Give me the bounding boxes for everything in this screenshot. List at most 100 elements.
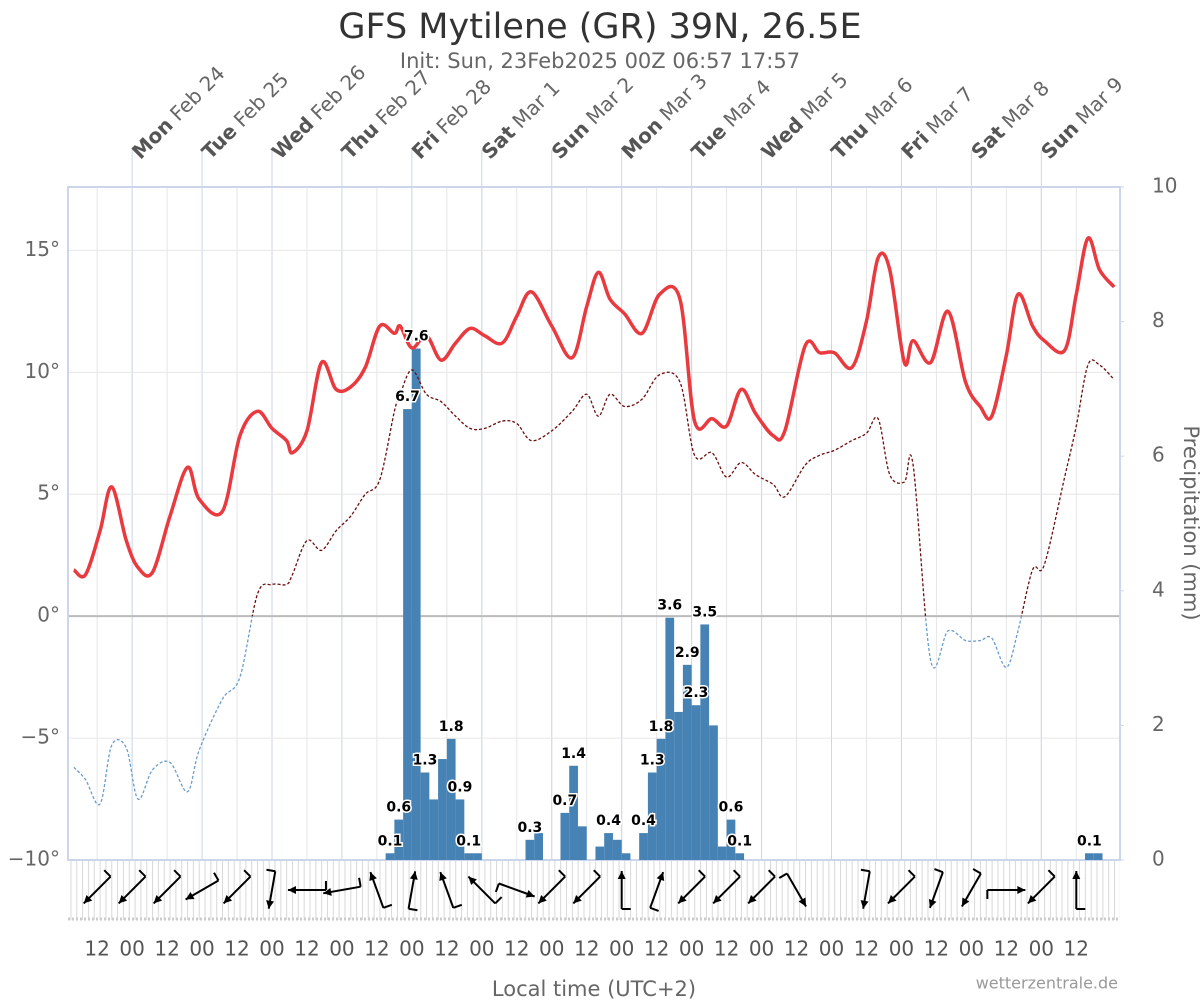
precip-bar — [403, 409, 412, 860]
wind-arrow — [467, 875, 503, 905]
x-tick-label: 12 — [504, 937, 529, 961]
x-tick-label: 12 — [434, 937, 459, 961]
wind-arrow — [152, 869, 182, 905]
wind-head — [678, 894, 687, 904]
wind-head — [573, 894, 582, 904]
x-tick-label: 12 — [994, 937, 1019, 961]
precip-label: 0.1 — [378, 833, 403, 849]
x-tick-label: 12 — [1064, 937, 1089, 961]
wind-barb — [408, 907, 418, 912]
precip-label: 3.5 — [692, 604, 717, 620]
wind-arrow — [117, 869, 147, 905]
precip-bar — [665, 617, 675, 860]
wind-barb — [138, 869, 147, 878]
precip-label: 0.6 — [386, 800, 411, 816]
y2-tick-label: 0 — [1152, 847, 1165, 871]
x-tick-label: 12 — [924, 937, 949, 961]
y2-axis-title: Precipitation (mm) — [1179, 425, 1200, 620]
wind-head — [409, 871, 418, 880]
wind-arrow — [537, 869, 566, 905]
wind-head — [888, 894, 897, 904]
wind-head — [748, 894, 757, 904]
wind-barb — [452, 903, 463, 909]
wind-arrow — [961, 868, 982, 907]
wind-arrow — [439, 871, 463, 909]
wind-arrow — [986, 886, 1026, 899]
wind-head — [1027, 894, 1037, 904]
wind-head — [860, 900, 869, 909]
x-tick-label: 00 — [399, 937, 424, 961]
precip-bar — [674, 711, 683, 860]
precip-label: 2.3 — [684, 685, 709, 701]
wind-arrow — [494, 882, 535, 898]
wind-arrow — [928, 868, 944, 909]
precip-label: 3.6 — [657, 598, 682, 614]
x-tick-label: 00 — [189, 937, 214, 961]
precip-bar — [394, 819, 404, 860]
y-tick-label: 0° — [37, 603, 60, 627]
precip-bar — [717, 846, 727, 860]
wind-head — [961, 897, 970, 907]
precip-bar — [612, 839, 622, 860]
y2-tick-label: 6 — [1152, 443, 1165, 467]
wind-barb — [213, 872, 220, 881]
precip-label: 0.4 — [631, 813, 656, 829]
precip-bar — [726, 819, 736, 860]
x-tick-label: 12 — [364, 937, 389, 961]
wind-arrow — [185, 872, 220, 901]
y2-tick-label: 2 — [1152, 712, 1165, 736]
precip-label: 1.3 — [413, 753, 438, 769]
precip-label: 1.3 — [640, 753, 665, 769]
wind-strip — [68, 860, 1120, 920]
precip-bar — [700, 624, 710, 860]
precip-label: 1.8 — [439, 719, 464, 735]
wind-barb — [494, 883, 500, 893]
wind-arrow — [860, 868, 871, 909]
y2-tick-label: 10 — [1152, 174, 1177, 198]
wind-arrow — [82, 869, 112, 905]
precip-label: 7.6 — [404, 329, 429, 345]
wind-head — [266, 900, 275, 909]
wind-head — [1072, 871, 1081, 879]
wind-barb — [860, 868, 870, 873]
wind-head — [83, 894, 93, 904]
precip-bar — [604, 833, 613, 860]
wind-arrow — [266, 868, 277, 909]
precip-bar — [1085, 853, 1094, 860]
wind-head — [153, 894, 163, 904]
wind-arrow — [887, 869, 916, 905]
x-tick-label: 00 — [469, 937, 494, 961]
wind-barb — [1047, 869, 1056, 878]
wind-arrow — [778, 872, 807, 907]
x-tick-label: 00 — [749, 937, 774, 961]
wind-head — [287, 886, 296, 894]
wind-head — [1017, 886, 1026, 894]
x-tick-label: 12 — [154, 937, 179, 961]
wind-arrow — [649, 871, 665, 912]
precip-label: 0.7 — [552, 793, 577, 809]
precip-label: 0.1 — [727, 833, 752, 849]
wind-barb — [972, 868, 982, 875]
wind-barb — [649, 906, 659, 912]
wind-barb — [767, 869, 776, 878]
precip-label: 0.6 — [719, 800, 744, 816]
precip-bar — [647, 772, 657, 860]
precip-bar — [385, 853, 395, 860]
x-tick-label: 12 — [294, 937, 319, 961]
x-tick-label: 00 — [329, 937, 354, 961]
precip-bar — [639, 833, 648, 860]
wind-head — [928, 898, 937, 908]
precip-label: 1.8 — [649, 719, 674, 735]
precip-bar — [569, 765, 578, 860]
wind-arrow — [407, 871, 418, 912]
wind-barb — [934, 868, 944, 874]
x-tick-label: 12 — [644, 937, 669, 961]
wind-barb — [266, 868, 276, 873]
precip-bar — [455, 799, 465, 860]
wind-arrow — [617, 871, 631, 910]
x-tick-label: 00 — [609, 937, 634, 961]
wind-head — [538, 894, 547, 904]
precip-bar — [525, 839, 535, 860]
wind-barb — [593, 869, 601, 878]
